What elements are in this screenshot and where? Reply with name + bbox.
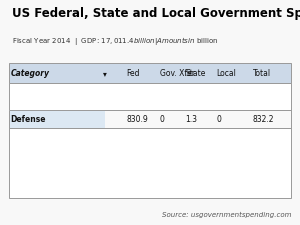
Text: Fed: Fed (126, 69, 140, 78)
Text: ▾: ▾ (103, 69, 107, 78)
Text: Gov. Xfer: Gov. Xfer (160, 69, 195, 78)
Text: US Federal, State and Local Government Spending: US Federal, State and Local Government S… (12, 7, 300, 20)
Text: 832.2: 832.2 (253, 115, 274, 124)
Text: State: State (185, 69, 206, 78)
Text: Fiscal Year 2014  |  GDP: $17,011.4 billion  |  Amounts in $ billion: Fiscal Year 2014 | GDP: $17,011.4 billio… (12, 35, 219, 47)
Text: Category: Category (11, 69, 50, 78)
Text: 0: 0 (160, 115, 165, 124)
Text: 1.3: 1.3 (185, 115, 197, 124)
Text: Defense: Defense (11, 115, 46, 124)
Text: Total: Total (253, 69, 271, 78)
Text: Local: Local (216, 69, 236, 78)
Text: 830.9: 830.9 (126, 115, 148, 124)
Text: 0: 0 (216, 115, 221, 124)
Text: Source: usgovernmentspending.com: Source: usgovernmentspending.com (161, 212, 291, 218)
